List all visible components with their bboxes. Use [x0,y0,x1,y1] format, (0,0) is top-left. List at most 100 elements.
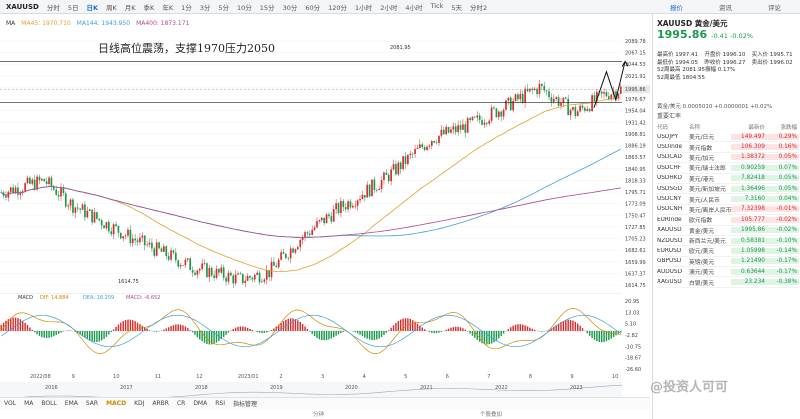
candle-body [19,193,22,195]
indicator-tab[interactable]: 指标管理 [232,401,257,408]
side-tab[interactable]: 资讯 [719,4,732,12]
high-label: 2081.95 [390,45,411,51]
timeframe-tab[interactable]: 季K [143,3,155,12]
timeframe-tab[interactable]: 15分 [259,3,275,12]
fx-pct: 0.05% [767,154,799,161]
fx-row[interactable]: AUDUSD 澳元/美元 0.63644 -0.17% [657,267,799,278]
candle-body [519,94,522,100]
candle-body [206,263,208,278]
fx-price: 7.82418 [731,175,767,182]
candle-body [323,217,325,224]
candle-body [318,220,321,222]
fx-row[interactable]: USDCNH 美元/离岸人民币 7.32398 -0.01% [657,205,799,216]
timeframe-tab[interactable]: 年K [162,3,174,12]
timeframe-tab[interactable]: 3分 [199,3,211,12]
timeframe-tab[interactable]: 5日 [67,3,79,12]
indicator-tab[interactable]: DMA [193,400,208,407]
footer-right-label[interactable]: 个股叠加 [480,412,503,418]
candle-body [43,178,46,182]
fx-row[interactable]: USDHKD 美元/港元 7.82418 0.05% [657,174,799,184]
timeframe-tab[interactable]: 5天 [451,3,463,12]
timeframe-tab[interactable]: 分时 [46,3,60,12]
fx-row[interactable]: USDSGD 美元/新加坡元 1.36496 0.05% [657,184,799,195]
candle-body [356,200,359,206]
candle-body [311,229,314,235]
timeframe-tab[interactable]: 120分 [328,3,348,12]
timeframe-tab[interactable]: 60分 [305,3,321,12]
footer-left-label: 分钟 [313,412,325,418]
candle-body [411,153,414,155]
candle-body [373,179,376,190]
fx-code: XAGUSD [657,279,682,286]
timeframe-tab[interactable]: 1分 [181,3,192,12]
timeframe-tab[interactable]: 30分 [282,3,298,12]
fx-row[interactable]: XAUUSD 黄金/美元 1995.86 -0.02% [657,226,799,236]
x-axis-label: 11 [155,374,161,380]
timeframe-tab[interactable]: 4小时 [405,3,423,12]
candle-body [36,176,38,190]
ma-label: MA [6,19,16,27]
candle-body [45,181,48,185]
candle-body [301,237,304,240]
indicator-tab[interactable]: ARBR [152,400,169,407]
candle-body [452,126,455,130]
fx-row[interactable]: USDJPY 美元/日元 149.497 0.29% [657,132,799,143]
candlestick-chart[interactable]: 2089.782067.152044.532021.911999.291995.… [0,30,650,415]
indicator-tab[interactable]: MACD [106,400,127,407]
fx-row[interactable]: XAGUSD 白银/美元 23.234 -0.38% [657,277,799,288]
timeframe-tab[interactable]: 2小时 [380,3,398,12]
candle-body [306,232,309,234]
timeframe-tab[interactable]: 10分 [237,3,252,12]
timeframe-tab[interactable]: 日K [86,3,99,12]
fx-row[interactable]: NZDUSD 新西兰元/美元 0.58381 -0.10% [657,236,799,247]
candle-body [445,127,448,135]
candle-body [502,109,505,117]
indicator-tab[interactable]: BOLL [41,400,57,407]
side-tab[interactable]: 评论 [768,4,781,12]
quote-price: 1995.86 [657,28,708,41]
candle-body [569,109,572,116]
indicator-tab[interactable]: KDJ [134,400,145,407]
fx-row[interactable]: USDCNY 美元/人民币 7.3160 0.04% [657,194,799,205]
indicator-tab[interactable]: CR [176,400,186,407]
candle-body [167,256,170,260]
fx-name: 美元/离岸人民币 [689,207,731,214]
fx-row[interactable]: EURInde 欧元指数 105.777 -0.02% [657,215,799,226]
price-axis-label: 1931.42 [625,120,646,126]
fx-row[interactable]: EURUSD 欧元/美元 1.05998 -0.14% [657,246,799,257]
indicator-tab[interactable]: SAR [85,400,99,407]
fx-row[interactable]: USDInde 美元指数 106.309 0.16% [657,142,799,153]
timeframe-tab[interactable]: 月K [124,3,136,12]
candle-body [533,88,536,90]
fx-row[interactable]: GBPUSD 英镑/美元 1.21490 -0.17% [657,257,799,268]
overview-year-label: 2018 [195,385,208,391]
price-axis-label: 1637.37 [625,271,646,277]
fx-pct: 0.29% [767,133,799,140]
timeframe-tab[interactable]: 分时2 [470,3,488,12]
candle-body [198,268,201,271]
candle-body [86,210,89,218]
candle-body [210,267,213,276]
candle-body [361,195,364,199]
timeframe-tab[interactable]: Tick [430,1,444,10]
candle-body [67,205,70,207]
indicator-tab[interactable]: EMA [64,400,78,407]
candle-body [60,187,62,197]
fx-row[interactable]: USDCAD 美元/加元 1.38372 0.05% [657,153,799,164]
timeframe-tab[interactable]: 1小时 [355,3,373,12]
candle-body [404,156,407,164]
timeframe-tab[interactable]: 5分 [218,3,229,12]
side-tab[interactable]: 报价 [670,4,683,12]
fx-price: 23.234 [731,279,767,286]
timeframe-tab[interactable]: 周K [106,3,117,12]
indicator-tab[interactable]: VOL [4,400,17,407]
fx-price: 1.05998 [731,247,767,254]
indicator-tab[interactable]: RSI [215,400,225,407]
candle-body [14,187,17,194]
indicator-tab[interactable]: MA [24,400,34,407]
candle-body [239,273,242,275]
candle-body [517,94,519,100]
fx-name: 美元指数 [689,145,713,152]
candle-body [143,235,146,246]
fx-row[interactable]: USDCHF 美元/瑞士法郎 0.90259 0.07% [657,163,799,174]
